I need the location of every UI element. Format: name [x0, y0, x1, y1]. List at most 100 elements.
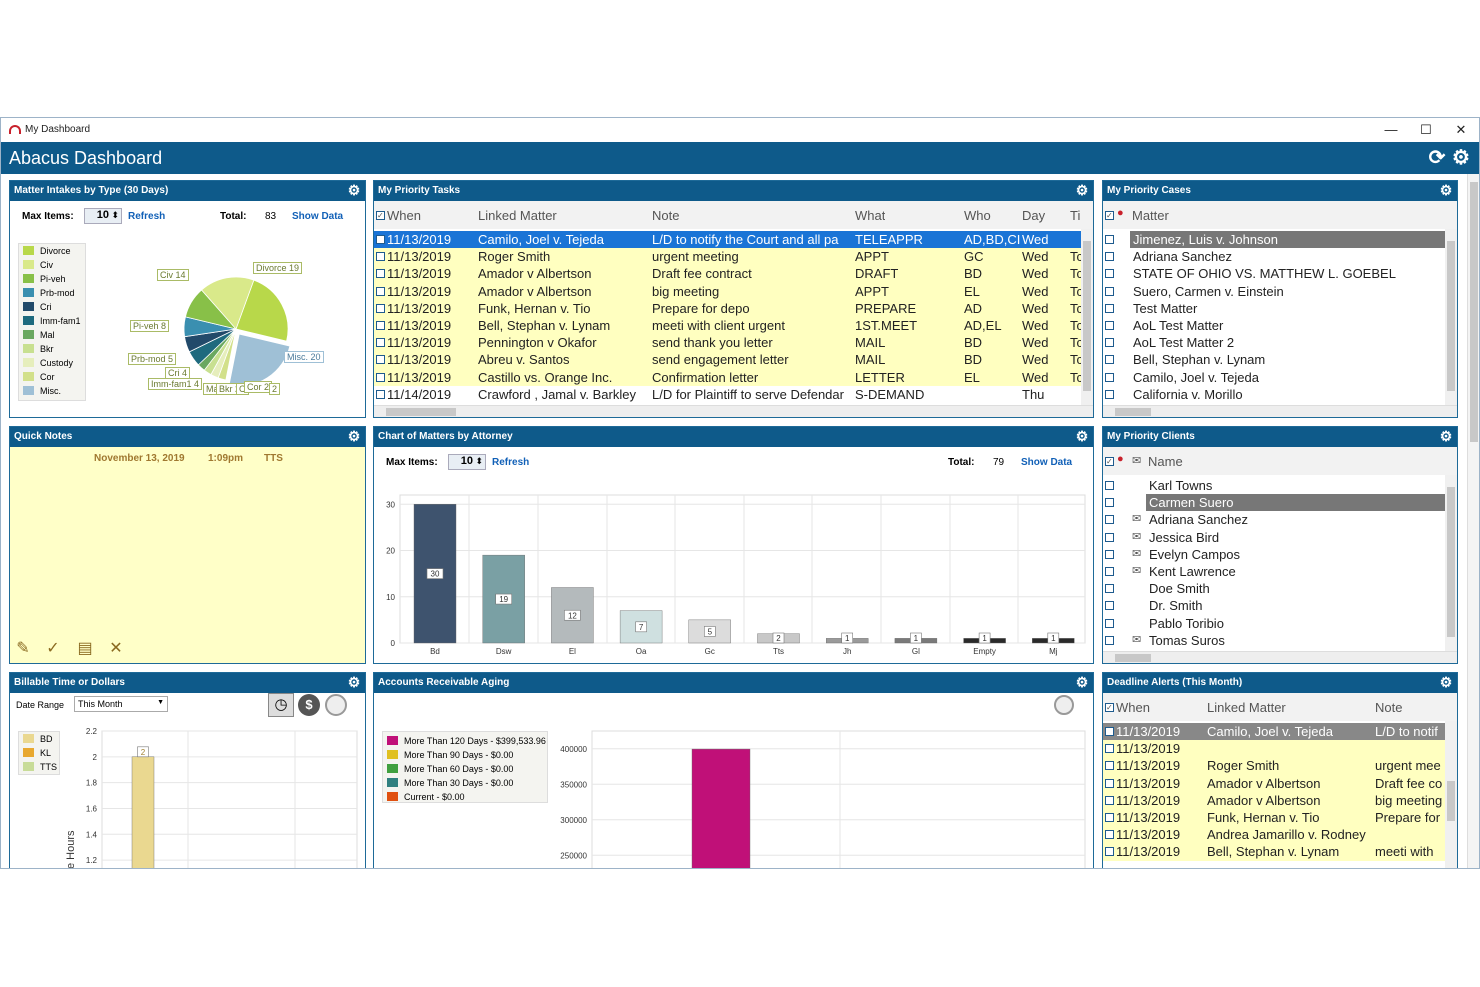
column-header[interactable]: Matter [1132, 208, 1169, 223]
row-checkbox[interactable] [1105, 567, 1114, 576]
show-data-link[interactable]: Show Data [292, 211, 344, 222]
row-checkbox[interactable] [376, 252, 385, 262]
scroll-thumb[interactable] [1083, 241, 1091, 391]
row-checkbox[interactable] [376, 355, 385, 365]
row-checkbox[interactable] [1105, 830, 1114, 840]
table-row[interactable]: California v. Morillo [1103, 386, 1445, 403]
row-checkbox[interactable] [1105, 235, 1114, 244]
notes-textarea[interactable]: November 13, 2019 1:09pm TTS ✎ ✓ ▤ ✕ [10, 447, 365, 663]
table-row[interactable]: 11/13/2019 Funk, Hernan v. Tio Prepare for [1103, 809, 1445, 827]
row-checkbox[interactable] [1105, 338, 1114, 348]
table-row[interactable]: 11/13/2019 Castillo vs. Orange Inc. Confir… [374, 368, 1082, 386]
combined-icon[interactable] [325, 694, 347, 716]
row-checkbox[interactable] [376, 321, 385, 330]
gear-icon[interactable]: ⚙ [1439, 428, 1453, 444]
row-checkbox[interactable] [1105, 498, 1114, 508]
gear-icon[interactable]: ⚙ [1075, 428, 1089, 444]
row-checkbox[interactable] [1105, 532, 1114, 542]
table-row[interactable]: 11/13/2019 Amador v Albertson Draft fee co… [374, 265, 1082, 283]
table-row[interactable]: Karl Towns [1103, 477, 1445, 494]
vertical-scrollbar[interactable] [1445, 475, 1457, 651]
scroll-thumb[interactable] [1447, 241, 1455, 391]
scroll-thumb[interactable] [1115, 654, 1151, 662]
clipboard-icon[interactable]: ▤ [77, 640, 93, 657]
table-row[interactable]: Carmen Suero [1103, 494, 1445, 512]
horizontal-scrollbar[interactable] [374, 405, 1093, 417]
row-checkbox[interactable] [376, 286, 385, 296]
table-row[interactable]: 11/13/2019 Roger Smith urgent meeting APPT G… [374, 248, 1082, 266]
vertical-scrollbar[interactable] [1445, 721, 1457, 868]
table-row[interactable]: 11/13/2019 Andrea Jamarillo v. Rodney [1103, 826, 1445, 844]
maximize-button[interactable]: ☐ [1420, 122, 1432, 137]
row-checkbox[interactable] [376, 269, 385, 279]
table-row[interactable]: AoL Test Matter 2 [1103, 334, 1445, 351]
vertical-scrollbar[interactable] [1081, 229, 1093, 405]
delete-icon[interactable]: ✕ [109, 640, 123, 657]
row-checkbox[interactable] [1105, 727, 1114, 736]
vertical-scrollbar[interactable] [1445, 229, 1457, 405]
table-row[interactable]: Suero, Carmen v. Einstein [1103, 283, 1445, 300]
minimize-button[interactable]: — [1384, 122, 1398, 137]
gear-icon[interactable]: ⚙ [1452, 147, 1470, 169]
select-all-checkbox[interactable]: ✓ [376, 211, 385, 220]
row-checkbox[interactable] [1105, 252, 1114, 262]
row-checkbox[interactable] [1105, 481, 1114, 490]
gear-icon[interactable]: ⚙ [1439, 674, 1453, 690]
gear-icon[interactable]: ⚙ [347, 674, 361, 690]
column-header[interactable]: Linked Matter [478, 208, 557, 223]
row-checkbox[interactable] [1105, 635, 1114, 645]
table-row[interactable]: 11/13/2019 Funk, Hernan v. Tio Prepare for… [374, 299, 1082, 317]
scroll-thumb[interactable] [1447, 487, 1455, 637]
row-checkbox[interactable] [1105, 389, 1114, 399]
row-checkbox[interactable] [1105, 355, 1114, 365]
table-row[interactable]: 11/13/2019 Amador v Albertson big meeting [1103, 791, 1445, 809]
horizontal-scrollbar[interactable] [1103, 651, 1457, 663]
column-header[interactable]: Who [964, 208, 991, 223]
refresh-link[interactable]: Refresh [128, 211, 166, 222]
row-checkbox[interactable] [1105, 321, 1114, 330]
row-checkbox[interactable] [376, 303, 385, 313]
scroll-thumb[interactable] [1470, 182, 1478, 442]
row-checkbox[interactable] [1105, 549, 1114, 559]
row-checkbox[interactable] [1105, 303, 1114, 313]
table-row[interactable]: ✉ Adriana Sanchez [1103, 511, 1445, 528]
column-header[interactable]: Note [652, 208, 680, 223]
table-row[interactable]: ✉ Jessica Bird [1103, 529, 1445, 546]
spellcheck-icon[interactable]: ✓ [46, 640, 60, 657]
column-header[interactable]: When [387, 208, 421, 223]
table-row[interactable]: Pablo Toribio [1103, 615, 1445, 632]
date-range-select[interactable]: This Month ▼ [74, 696, 168, 712]
row-checkbox[interactable] [1105, 847, 1114, 857]
column-header[interactable]: Linked Matter [1207, 700, 1286, 715]
table-row[interactable]: 11/13/2019 Pennington v Okafor send thank … [374, 334, 1082, 352]
table-row[interactable]: AoL Test Matter [1103, 317, 1445, 334]
table-row[interactable]: Camilo, Joel v. Tejeda [1103, 369, 1445, 386]
refresh-icon[interactable]: ⟳ [1428, 147, 1446, 169]
scroll-thumb[interactable] [1115, 408, 1151, 416]
table-row[interactable]: ✉ Tomas Suros [1103, 632, 1445, 649]
max-items-stepper[interactable]: 10 [84, 208, 122, 224]
table-row[interactable]: Jimenez, Luis v. Johnson [1103, 231, 1445, 248]
refresh-link[interactable]: Refresh [492, 457, 530, 468]
row-checkbox[interactable] [1105, 744, 1114, 754]
table-row[interactable]: 11/13/2019 Amador v Albertson Draft fee co [1103, 774, 1445, 792]
select-all-checkbox[interactable]: ✓ [1105, 703, 1114, 712]
row-checkbox[interactable] [1105, 584, 1114, 594]
row-checkbox[interactable] [1105, 813, 1114, 822]
row-checkbox[interactable] [1105, 618, 1114, 628]
show-data-link[interactable]: Show Data [1021, 457, 1073, 468]
row-checkbox[interactable] [1105, 269, 1114, 279]
table-row[interactable]: Dr. Smith [1103, 597, 1445, 614]
scroll-thumb[interactable] [1447, 781, 1455, 821]
table-row[interactable]: 11/13/2019 Bell, Stephan v. Lynam meeti wi… [374, 317, 1082, 335]
row-checkbox[interactable] [1105, 515, 1114, 525]
table-row[interactable]: ✉ Kent Lawrence [1103, 563, 1445, 580]
gear-icon[interactable]: ⚙ [1075, 182, 1089, 198]
select-all-checkbox[interactable]: ✓ [1105, 457, 1114, 466]
column-header[interactable]: Day [1022, 208, 1046, 223]
table-row[interactable]: 11/13/2019 [1103, 740, 1445, 758]
table-row[interactable]: 11/14/2019 Crawford , Jamal v. Barkley L/D… [374, 385, 1081, 403]
row-checkbox[interactable] [1105, 286, 1114, 296]
table-row[interactable]: 11/13/2019 Abreu v. Santos send engagement… [374, 351, 1082, 369]
column-header[interactable]: Ti [1070, 208, 1081, 223]
